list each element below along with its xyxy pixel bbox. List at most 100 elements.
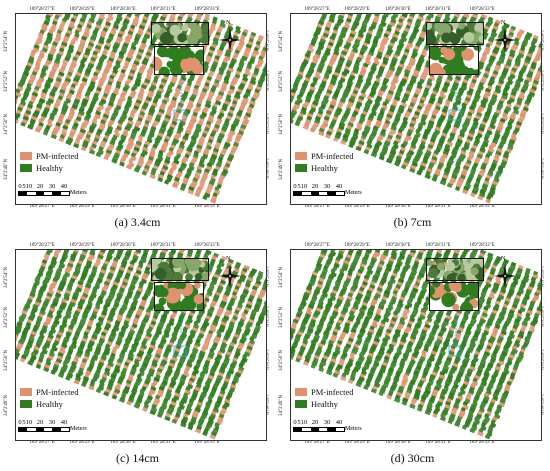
- healthy-patch: [43, 366, 50, 373]
- longitude-label: 109°28'27"E: [304, 243, 330, 248]
- healthy-patch: [161, 380, 168, 386]
- healthy-patch: [238, 276, 246, 283]
- healthy-patch: [45, 38, 52, 44]
- healthy-patch: [117, 250, 124, 254]
- longitude-label: 109°28'30"E: [110, 204, 136, 209]
- healthy-patch: [375, 95, 383, 101]
- scale-segment: [19, 192, 28, 195]
- legend-label: PM-infected: [311, 150, 354, 161]
- healthy-patch: [189, 329, 197, 335]
- latitude-label: 34°2'50"N: [279, 113, 284, 135]
- healthy-patch: [166, 87, 173, 93]
- map-panel: 109°28'27"E 109°28'29"E 109°28'30"E 109°28'…: [275, 236, 550, 471]
- healthy-patch: [112, 44, 119, 51]
- infected-patch: [207, 374, 215, 381]
- infected-patch: [501, 156, 509, 163]
- healthy-patch: [140, 278, 147, 284]
- infected-patch: [63, 35, 70, 41]
- scale-segment: [327, 192, 336, 195]
- infected-patch: [392, 33, 399, 39]
- healthy-patch: [336, 41, 343, 47]
- healthy-patch: [224, 141, 231, 148]
- infected-patch: [518, 94, 525, 100]
- legend-swatch: [20, 163, 32, 172]
- healthy-patch: [141, 170, 148, 176]
- infected-patch: [192, 87, 199, 94]
- healthy-patch: [239, 273, 247, 280]
- canopy-blob: [152, 23, 161, 33]
- healthy-patch: [150, 84, 157, 90]
- healthy-patch: [211, 279, 218, 285]
- canopy-blob: [194, 273, 203, 280]
- longitude-label: 109°28'30"E: [385, 204, 411, 209]
- infected-patch: [52, 127, 60, 134]
- healthy-patch: [48, 351, 55, 358]
- scale-tick-label: 0: [18, 419, 22, 426]
- infected-patch: [214, 335, 221, 342]
- healthy-patch: [351, 134, 359, 140]
- healthy-patch: [227, 25, 234, 32]
- infected-patch: [97, 104, 105, 111]
- infected-patch: [233, 333, 240, 339]
- scale-bar-graphic: [18, 191, 70, 196]
- panel-caption: (b) 7cm: [393, 215, 432, 229]
- north-arrow: N: [218, 256, 242, 288]
- healthy-patch: [483, 114, 490, 121]
- healthy-patch: [149, 409, 156, 416]
- healthy-patch: [212, 37, 219, 43]
- healthy-patch: [74, 265, 82, 272]
- healthy-patch: [53, 59, 61, 65]
- tree-row: [401, 14, 470, 170]
- healthy-patch: [344, 127, 352, 134]
- healthy-patch: [148, 368, 156, 374]
- infected-patch: [145, 117, 152, 123]
- infected-patch: [253, 282, 260, 289]
- healthy-patch: [72, 101, 79, 107]
- infected-patch: [512, 43, 519, 49]
- healthy-patch: [179, 120, 186, 126]
- healthy-patch: [90, 14, 97, 18]
- healthy-patch: [172, 138, 180, 144]
- infected-patch: [426, 167, 433, 174]
- healthy-patch: [70, 343, 77, 349]
- healthy-patch: [429, 96, 436, 102]
- healthy-patch: [168, 403, 176, 410]
- healthy-patch: [224, 333, 231, 339]
- healthy-patch: [401, 14, 408, 19]
- infected-patch: [80, 146, 87, 152]
- infected-patch: [127, 120, 134, 126]
- tree-row: [65, 250, 125, 381]
- infected-patch: [534, 56, 541, 62]
- healthy-patch: [191, 347, 199, 354]
- orchard-rows: [291, 14, 541, 204]
- infected-patch: [246, 300, 253, 307]
- healthy-patch: [93, 373, 100, 379]
- healthy-patch: [245, 43, 253, 49]
- infected-patch: [212, 338, 220, 345]
- healthy-patch: [251, 333, 258, 339]
- healthy-patch: [159, 251, 166, 258]
- longitude-label: 109°28'33"E: [194, 440, 220, 445]
- longitude-label: 109°28'31"E: [425, 204, 451, 209]
- healthy-patch: [181, 296, 197, 310]
- scale-tick-label: 30: [48, 183, 56, 190]
- longitude-label: 109°28'31"E: [150, 243, 176, 248]
- healthy-patch: [384, 140, 391, 146]
- infected-patch: [246, 85, 254, 91]
- infected-patch: [54, 125, 61, 131]
- latitude-label: 34°2'54"N: [279, 30, 284, 52]
- healthy-patch: [220, 300, 227, 306]
- healthy-patch: [177, 126, 184, 132]
- healthy-patch: [77, 370, 84, 376]
- healthy-patch: [202, 321, 210, 327]
- healthy-patch: [426, 81, 433, 87]
- healthy-patch: [411, 161, 418, 168]
- infected-patch: [360, 68, 367, 74]
- healthy-patch: [337, 38, 344, 44]
- healthy-patch: [218, 132, 225, 139]
- healthy-patch: [308, 68, 315, 74]
- healthy-patch: [375, 33, 382, 39]
- infected-patch: [182, 156, 189, 162]
- healthy-patch: [382, 56, 389, 63]
- healthy-patch: [352, 20, 360, 27]
